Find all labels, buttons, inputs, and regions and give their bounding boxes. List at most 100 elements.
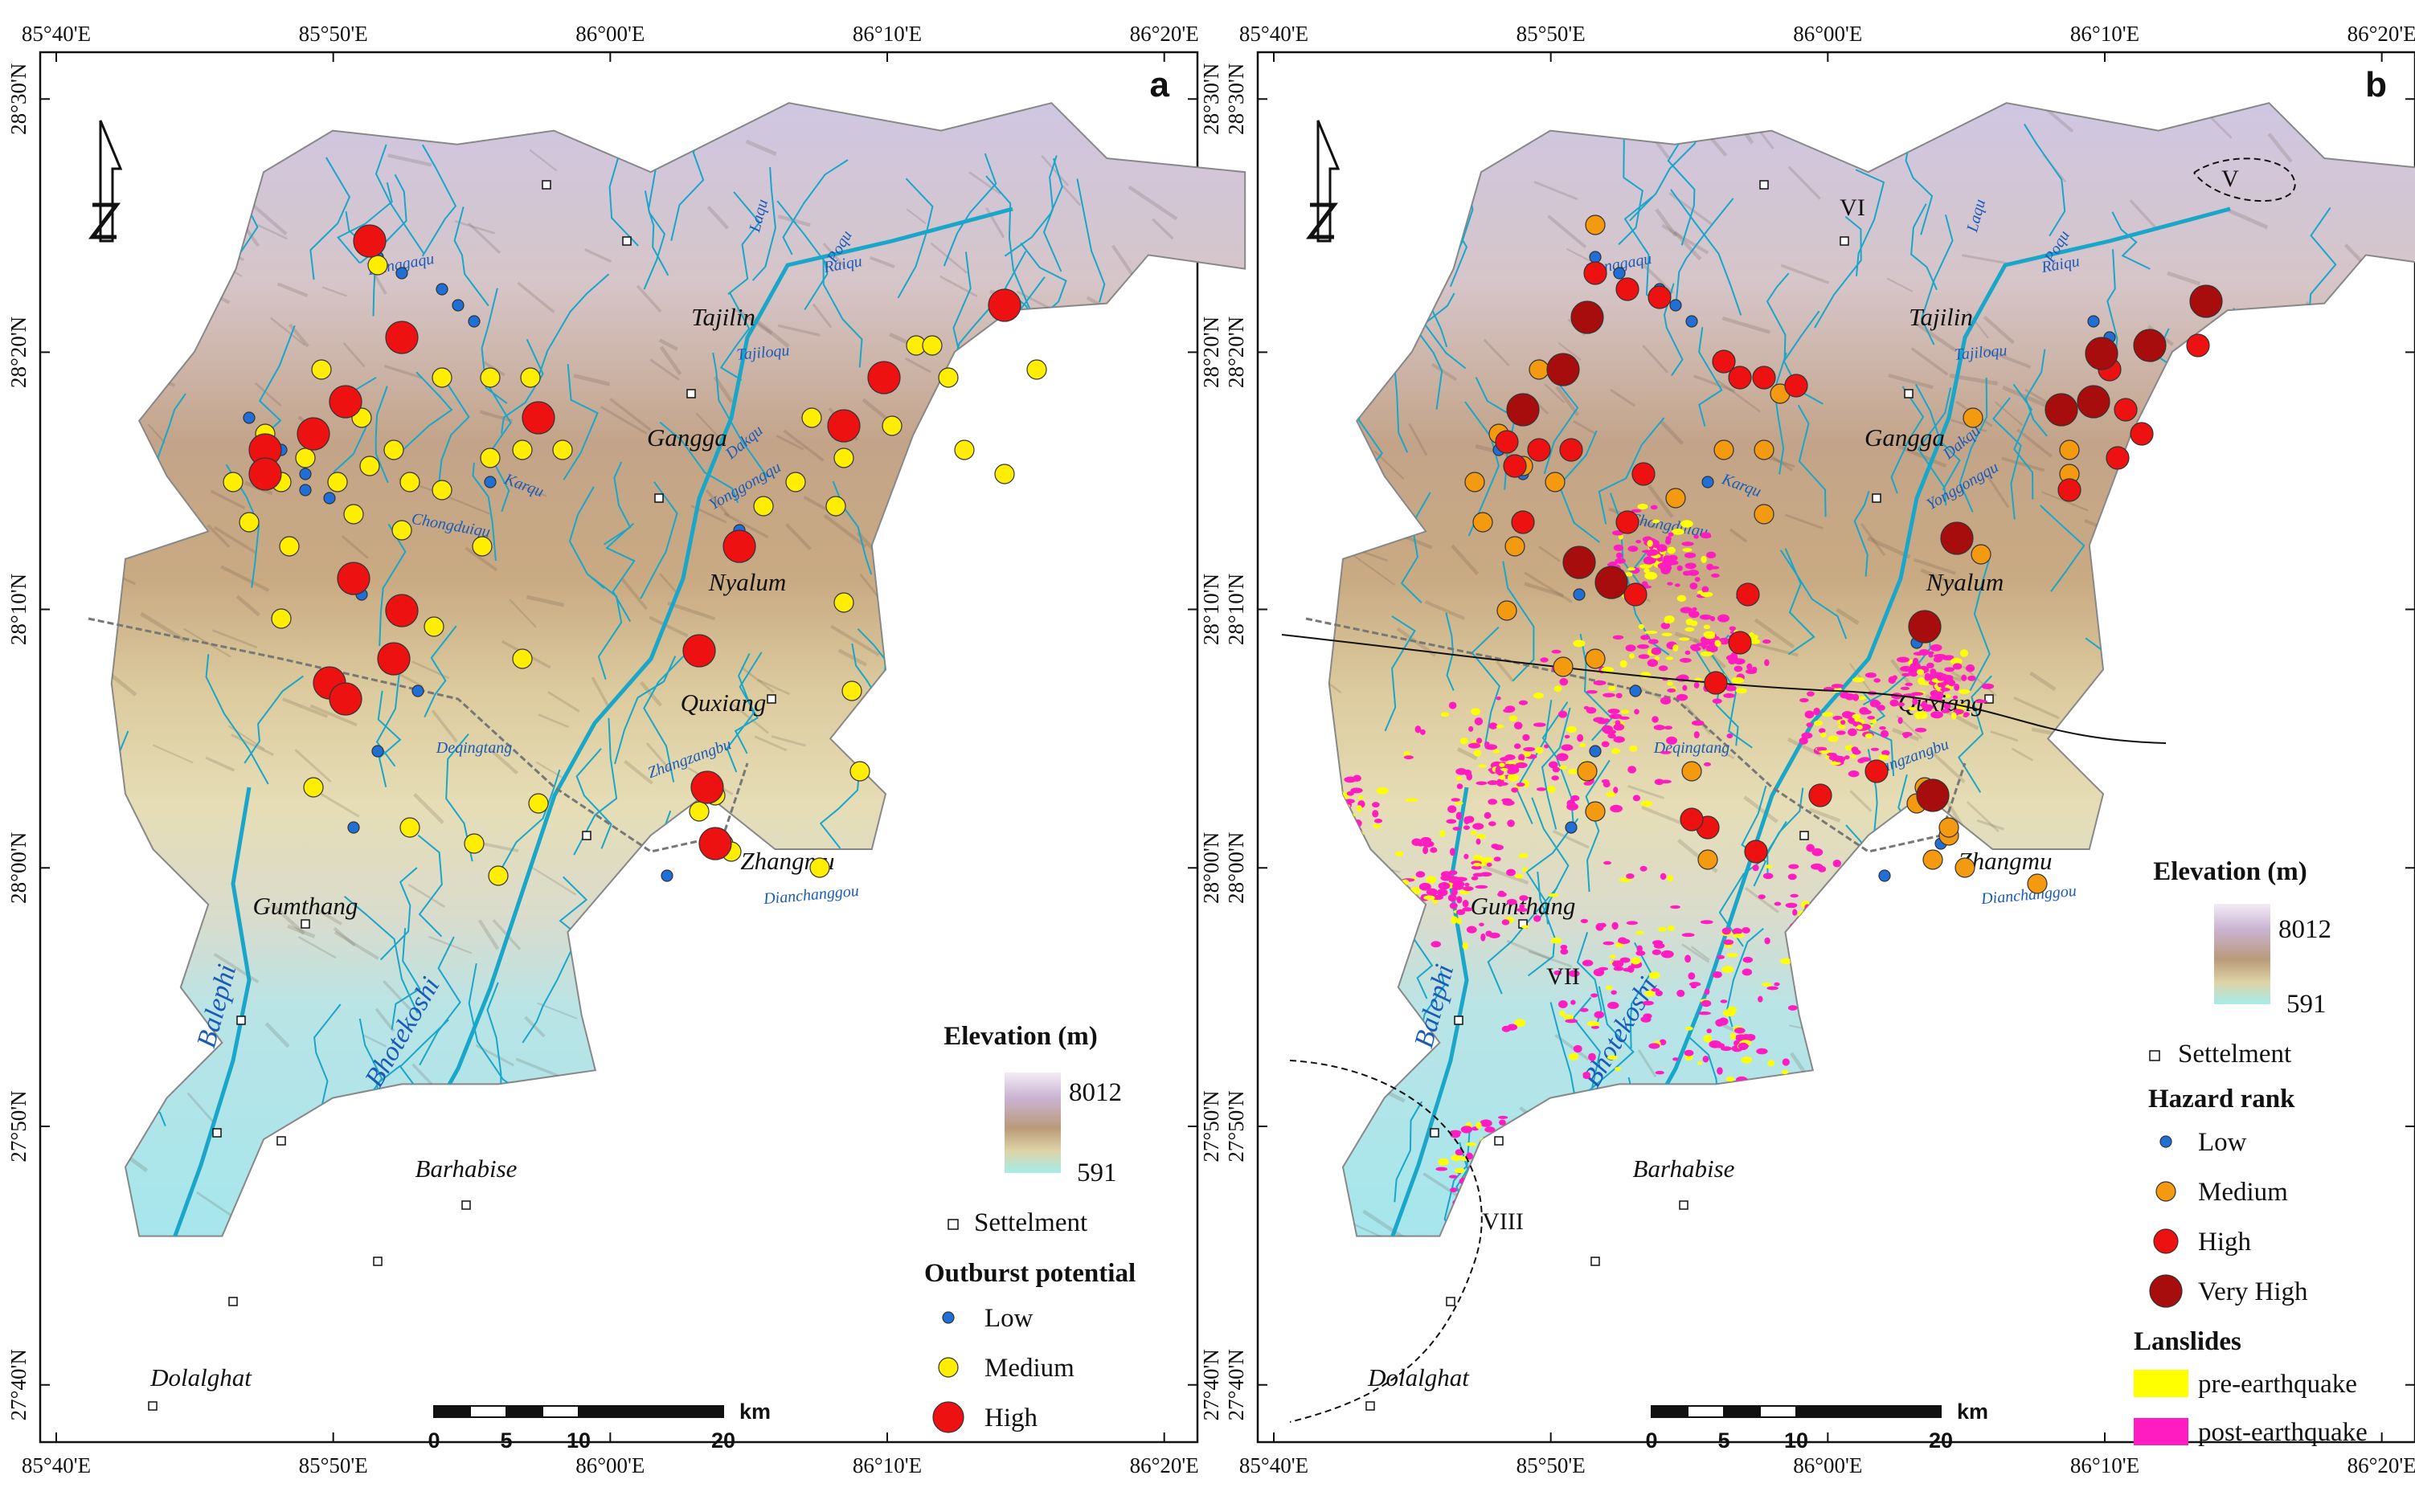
glacial-lake-medium [383, 439, 404, 460]
relief-stroke [957, 505, 983, 521]
lat-label-left: 28°30'N [6, 63, 31, 135]
relief-stroke [1131, 442, 1170, 455]
landslide-patch [1854, 914, 1860, 920]
glacial-lake-medium [520, 367, 541, 388]
settlement-marker [582, 831, 591, 840]
relief-stroke [2188, 668, 2234, 701]
relief-stroke [1128, 492, 1158, 524]
tributary [901, 760, 920, 894]
elevation-colorbar [1005, 1073, 1061, 1173]
landslide-patch [1819, 1122, 1824, 1130]
landslide-patch [1431, 941, 1442, 948]
landslide-patch [1553, 970, 1562, 975]
glacial-lake-high [1704, 671, 1728, 695]
landslide-patch [1735, 1076, 1748, 1084]
relief-stroke [1961, 254, 2008, 265]
landslide-patch [1900, 665, 1913, 672]
landslide-patch [1885, 1131, 1892, 1139]
glacial-lake-high [722, 529, 756, 563]
relief-stroke [802, 84, 850, 98]
landslide-patch [1728, 657, 1737, 664]
landslide-patch [1791, 1118, 1800, 1122]
landslide-patch [1351, 830, 1364, 839]
landslide-patch [1832, 715, 1843, 721]
glacial-lake-very-high [1570, 300, 1604, 334]
lat-label-left: 28°20'N [6, 317, 31, 388]
landslide-patch [1869, 699, 1881, 708]
relief-stroke [318, 791, 360, 818]
relief-stroke [970, 978, 1009, 1003]
landslide-patch [1516, 1160, 1524, 1169]
relief-stroke [1929, 1073, 1970, 1108]
landslide-patch [1328, 803, 1339, 808]
relief-stroke [1610, 388, 1636, 407]
tributary [1801, 1141, 1832, 1228]
relief-stroke [315, 907, 342, 926]
relief-stroke [762, 1090, 792, 1115]
landslide-patch [1315, 807, 1324, 812]
landslide-patch [1853, 951, 1864, 956]
lat-label-left: 27°50'N [6, 1090, 31, 1162]
landslide-patch [1463, 816, 1470, 825]
landslide-patch [1506, 898, 1517, 905]
landslide-patch [1684, 650, 1691, 656]
settlement-marker [654, 493, 664, 503]
legend-label-low: Low [984, 1304, 1034, 1333]
glacial-lake-medium [464, 833, 485, 854]
landslide-patch [1790, 893, 1799, 898]
landslide-patch [1733, 934, 1745, 938]
tributary [1779, 550, 1848, 640]
settlement-marker [1679, 1200, 1688, 1210]
landslide-patch [1613, 736, 1625, 743]
relief-stroke [515, 1057, 559, 1077]
landslide-patch [1590, 993, 1598, 998]
relief-stroke [1890, 659, 1914, 688]
tributary [985, 175, 1031, 309]
tributary [1487, 887, 1558, 995]
elevation-colorbar [2214, 904, 2270, 1004]
relief-stroke [1178, 1220, 1206, 1236]
landslide-patch [1658, 665, 1668, 672]
relief-stroke [1355, 103, 1403, 116]
tributary [1063, 743, 1099, 844]
relief-stroke [1897, 444, 1947, 468]
landslide-patch [1593, 680, 1607, 686]
relief-stroke [830, 624, 880, 657]
tributary [2100, 997, 2152, 1106]
landslide-patch [1849, 904, 1858, 909]
relief-stroke [1652, 103, 1680, 107]
landslide-patch [1459, 889, 1470, 895]
landslide-patch [1820, 732, 1827, 738]
landslide-patch [1657, 562, 1669, 570]
relief-stroke [383, 980, 412, 1011]
relief-stroke [126, 922, 159, 951]
landslide-patch [1704, 988, 1710, 995]
relief-stroke [906, 208, 927, 225]
landslide-patch [1718, 1145, 1726, 1150]
landslide-patch [1837, 985, 1846, 991]
relief-stroke [905, 357, 931, 374]
lat-label-right: 28°20'N [1199, 317, 1223, 388]
tributary [2094, 1286, 2124, 1401]
landslide-patch [1755, 1097, 1766, 1101]
landslide-patch [1844, 755, 1850, 760]
landslide-patch [1328, 778, 1330, 786]
glacial-lake-high [248, 457, 282, 491]
lon-label-top: 86°10'E [2070, 22, 2139, 46]
landslide-patch [1667, 582, 1673, 586]
landslide-patch [1651, 1085, 1662, 1092]
relief-stroke [1808, 807, 1841, 823]
tributary [1598, 417, 1665, 525]
tributary [333, 377, 377, 473]
tributary [522, 939, 577, 1044]
landslide-patch [1862, 1103, 1874, 1108]
glacial-lake-high [1728, 631, 1752, 655]
landslide-patch [1650, 505, 1658, 510]
relief-stroke [1328, 358, 1336, 372]
scale-segment [1723, 1405, 1761, 1418]
relief-stroke [1519, 1106, 1558, 1138]
landslide-patch [1853, 1009, 1864, 1013]
relief-stroke [1377, 139, 1418, 161]
glacial-lake-medium [689, 801, 710, 822]
